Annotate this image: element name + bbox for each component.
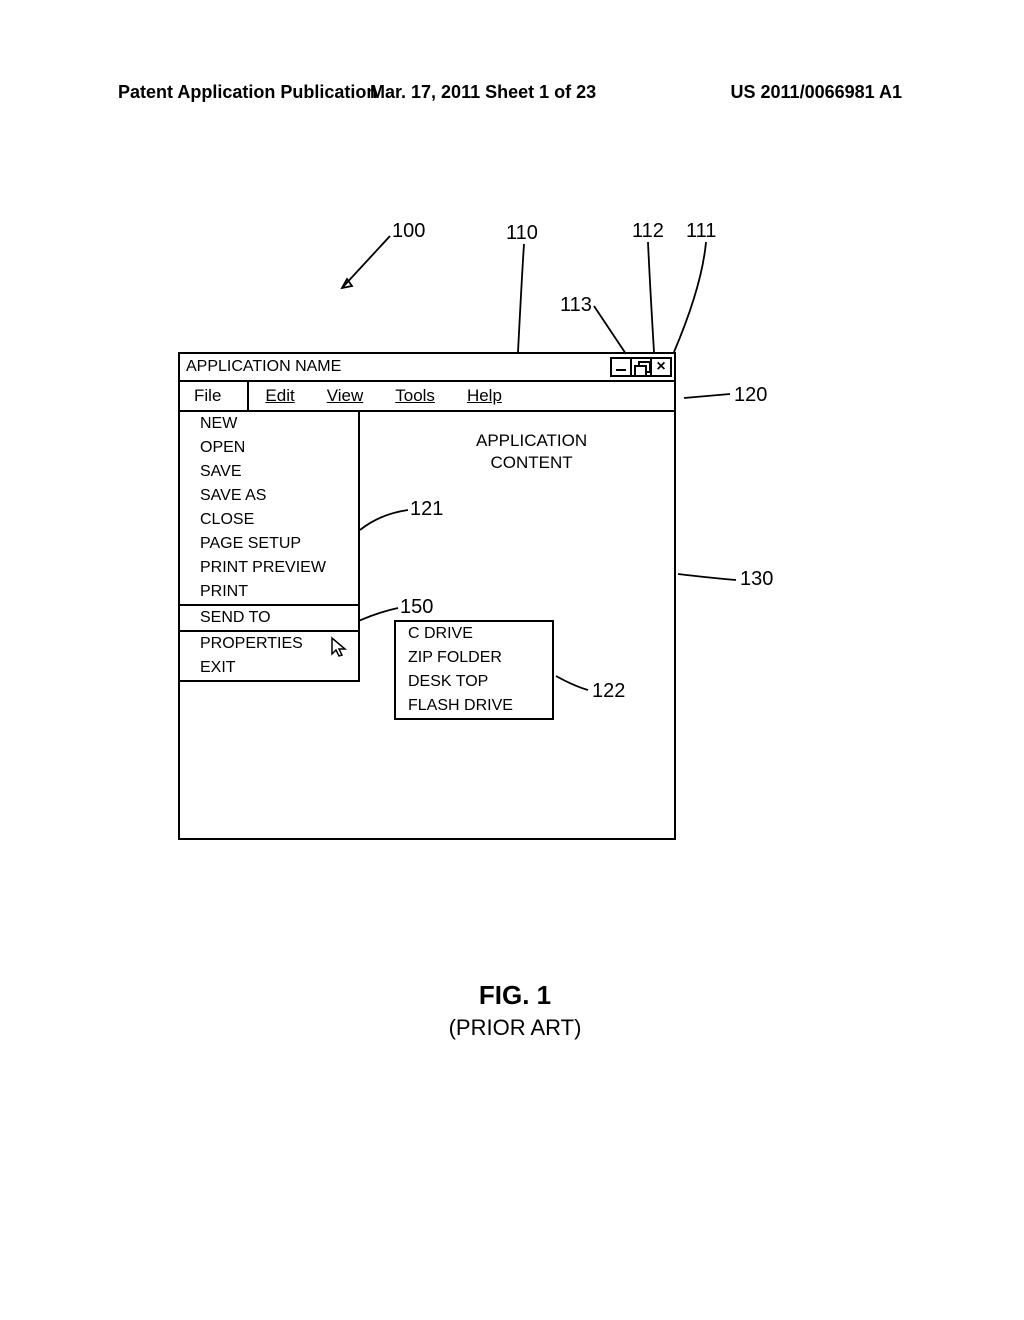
menu-file[interactable]: File [180, 381, 249, 411]
titlebar-buttons: × [610, 357, 672, 377]
menu-view[interactable]: View [311, 386, 380, 406]
submenu-zip-folder[interactable]: ZIP FOLDER [396, 646, 552, 670]
menu-item-send-to[interactable]: SEND TO [180, 604, 358, 630]
content-label-line1: APPLICATION [476, 430, 587, 452]
menu-item-save[interactable]: SAVE [180, 460, 358, 484]
header-date-sheet: Mar. 17, 2011 Sheet 1 of 23 [370, 82, 596, 103]
menu-item-open[interactable]: OPEN [180, 436, 358, 460]
content-label-line2: CONTENT [476, 452, 587, 474]
header-pubnum: US 2011/0066981 A1 [731, 82, 902, 103]
submenu-desktop[interactable]: DESK TOP [396, 670, 552, 694]
window-title: APPLICATION NAME [186, 358, 610, 376]
submenu-flash-drive[interactable]: FLASH DRIVE [396, 694, 552, 718]
figure-caption: FIG. 1 (PRIOR ART) [110, 980, 920, 1041]
menu-help[interactable]: Help [451, 386, 518, 406]
close-button[interactable]: × [650, 357, 672, 377]
menu-item-new[interactable]: NEW [180, 412, 358, 436]
cursor-icon [330, 636, 348, 658]
menu-item-save-as[interactable]: SAVE AS [180, 484, 358, 508]
menu-tools[interactable]: Tools [379, 386, 451, 406]
menu-item-close[interactable]: CLOSE [180, 508, 358, 532]
content-area: APPLICATION CONTENT NEW OPEN SAVE SAVE A… [180, 412, 674, 838]
figure-subtitle: (PRIOR ART) [110, 1015, 920, 1041]
application-window: APPLICATION NAME × File Edit View Tools … [178, 352, 676, 840]
menu-item-print-preview[interactable]: PRINT PREVIEW [180, 556, 358, 580]
figure-number: FIG. 1 [479, 980, 551, 1010]
minimize-button[interactable] [610, 357, 632, 377]
menu-edit[interactable]: Edit [249, 386, 310, 406]
menu-item-print[interactable]: PRINT [180, 580, 358, 604]
figure-area: 100 110 111 112 113 120 121 122 130 150 … [110, 220, 920, 1120]
sendto-submenu: C DRIVE ZIP FOLDER DESK TOP FLASH DRIVE [394, 620, 554, 720]
menu-item-exit[interactable]: EXIT [180, 656, 358, 680]
maximize-button[interactable] [630, 357, 652, 377]
content-label: APPLICATION CONTENT [476, 430, 587, 474]
submenu-c-drive[interactable]: C DRIVE [396, 622, 552, 646]
menubar: File Edit View Tools Help [180, 382, 674, 412]
header-publication: Patent Application Publication [118, 82, 377, 103]
titlebar: APPLICATION NAME × [180, 354, 674, 382]
menu-item-page-setup[interactable]: PAGE SETUP [180, 532, 358, 556]
